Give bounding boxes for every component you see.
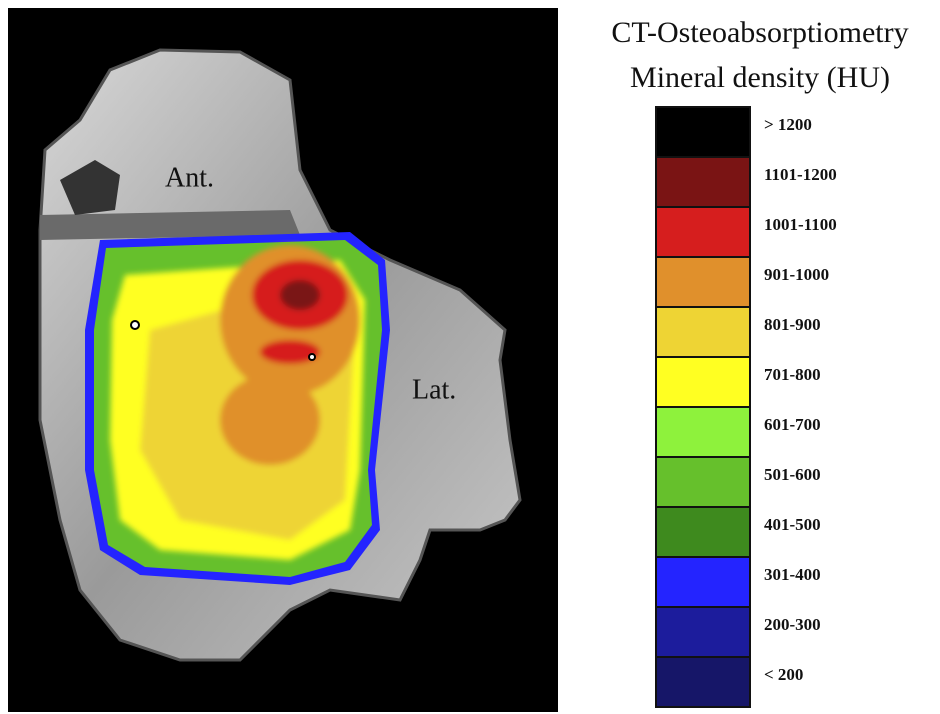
legend-swatch [656,657,750,707]
legend-swatch [656,157,750,207]
legend-swatch [656,507,750,557]
legend-label: < 200 [764,665,803,684]
legend-swatch [656,607,750,657]
legend-label: 301-400 [764,565,821,584]
legend-swatch [656,557,750,607]
legend-swatch [656,207,750,257]
legend-label: 601-700 [764,415,821,434]
figure: Ant. Lat. CT-Osteoabsorptiometry Mineral… [0,0,940,714]
legend-swatch [656,257,750,307]
legend-label: 1001-1100 [764,215,837,234]
ct-image: Ant. Lat. [8,8,558,712]
legend-title: CT-Osteoabsorptiometry [611,16,908,49]
legend-title: Mineral density (HU) [630,61,890,94]
legend-swatch [656,407,750,457]
legend-swatch [656,357,750,407]
legend-label: 901-1000 [764,265,829,284]
legend-label: 1101-1200 [764,165,837,184]
legend-label: 401-500 [764,515,821,534]
anterior-label: Ant. [165,162,214,193]
legend-swatch [656,457,750,507]
lateral-label: Lat. [412,374,456,405]
density-orange-2 [220,375,320,465]
legend: > 1200 1101-1200 1001-1100 901-1000 801-900 7… [656,107,837,707]
page: Ant. Lat. CT-Osteoabsorptiometry Mineral… [0,0,940,714]
hotspot [309,354,315,360]
legend-label: > 1200 [764,115,812,134]
legend-swatch [656,307,750,357]
density-dark-red [280,280,320,310]
legend-label: 801-900 [764,315,821,334]
hotspot [131,321,139,329]
legend-label: 200-300 [764,615,821,634]
legend-label: 501-600 [764,465,821,484]
legend-swatch [656,107,750,157]
legend-label: 701-800 [764,365,821,384]
